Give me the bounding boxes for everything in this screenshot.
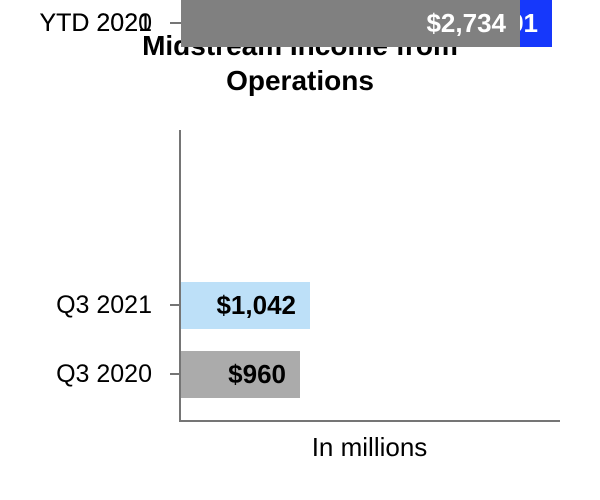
axis-tick-icon bbox=[170, 304, 181, 306]
bar-row: Q3 2020 $960 bbox=[0, 351, 600, 398]
category-label: Q3 2020 bbox=[56, 360, 152, 388]
bar: $2,734 bbox=[181, 0, 520, 47]
bar-value-label: $2,734 bbox=[426, 8, 506, 38]
category-label: YTD 2020 bbox=[39, 9, 152, 37]
bar: $1,042 bbox=[181, 282, 310, 329]
bar-row: Q3 2021 $1,042 bbox=[0, 282, 600, 329]
plot-area bbox=[179, 130, 560, 422]
category-label: Q3 2021 bbox=[56, 291, 152, 319]
axis-tick-icon bbox=[170, 22, 181, 24]
category-label: YTD 2021 bbox=[39, 9, 152, 37]
bar: $960 bbox=[181, 351, 300, 398]
axis-tick-icon bbox=[170, 373, 181, 375]
x-axis-title: In millions bbox=[311, 432, 428, 462]
bar-value-label: $960 bbox=[228, 359, 286, 389]
bar-value-label: $1,042 bbox=[216, 290, 296, 320]
bar-row: YTD 2020 $2,734 bbox=[0, 0, 600, 47]
